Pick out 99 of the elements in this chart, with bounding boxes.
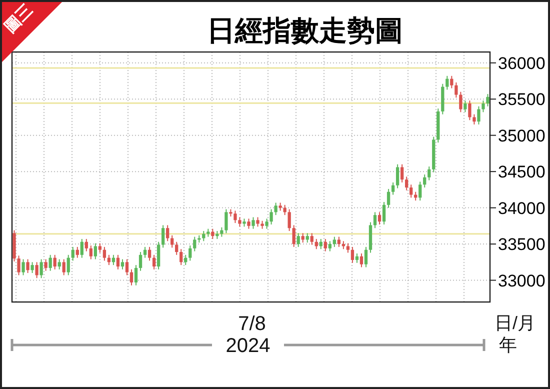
- candlestick: [84, 238, 88, 252]
- candlestick: [238, 216, 242, 228]
- candlestick: [48, 254, 52, 272]
- y-tick-label: 35000: [498, 126, 546, 146]
- text: 年: [499, 335, 517, 355]
- candlestick: [211, 228, 214, 240]
- candlestick: [252, 216, 255, 230]
- candlestick: [152, 254, 156, 270]
- y-tick-label: 33000: [498, 271, 546, 290]
- candlestick: [256, 216, 260, 228]
- candlestick: [247, 218, 250, 230]
- candlestick: [486, 94, 490, 107]
- candlestick: [350, 246, 354, 264]
- candlestick: [71, 246, 74, 262]
- candlestick: [482, 100, 485, 113]
- candlestick: [423, 174, 426, 188]
- candlestick: [296, 232, 300, 248]
- candlestick: [94, 242, 98, 260]
- candlestick: [170, 234, 174, 248]
- candlestick: [337, 236, 341, 248]
- candlestick: [66, 254, 70, 276]
- candlestick: [459, 91, 462, 113]
- candlestick: [224, 208, 228, 234]
- candlestick: [35, 262, 38, 279]
- candlestick: [373, 212, 377, 229]
- candlestick: [324, 238, 327, 252]
- candlestick: [306, 232, 309, 244]
- candlestick: [283, 204, 286, 216]
- candlestick: [220, 226, 224, 238]
- y-tick-label: 36000: [498, 54, 546, 73]
- candlestick: [175, 241, 178, 256]
- candlestick: [22, 258, 25, 276]
- candlestick: [188, 244, 192, 262]
- text: 日/月: [494, 313, 536, 333]
- candlestick: [102, 246, 106, 262]
- candlestick: [125, 258, 129, 276]
- candlestick: [180, 248, 183, 266]
- candlestick: [386, 188, 390, 208]
- text: 7/8: [238, 313, 266, 335]
- candlestick: [382, 202, 386, 225]
- candlestick: [328, 240, 332, 252]
- candlestick: [130, 268, 134, 286]
- candlestick: [410, 184, 413, 198]
- candlestick: [30, 262, 34, 274]
- candlestick: [116, 254, 120, 270]
- candlestick: [143, 246, 147, 258]
- candlestick: [234, 210, 237, 224]
- candlestick: [134, 264, 138, 286]
- candlestick: [428, 166, 431, 181]
- candlestick: [166, 224, 170, 242]
- text: 2024: [226, 335, 270, 357]
- candlestick: [148, 246, 152, 262]
- candlestick: [53, 254, 56, 270]
- candlestick: [270, 208, 273, 225]
- candlestick: [98, 242, 102, 254]
- y-tick-label: 33500: [498, 235, 546, 254]
- candlestick: [156, 241, 160, 270]
- candlestick: [464, 100, 467, 113]
- y-tick-label: 34500: [498, 162, 546, 182]
- candlestick: [364, 246, 368, 268]
- candlestick: [404, 176, 408, 191]
- candlestick: [193, 236, 196, 252]
- candlestick: [346, 242, 350, 254]
- candlestick: [454, 82, 458, 98]
- candlestick: [418, 181, 422, 202]
- candlestick: [301, 232, 304, 244]
- candlestick: [396, 164, 400, 189]
- candlestick: [62, 258, 66, 276]
- candlestick: [265, 218, 268, 230]
- candlestick: [400, 164, 404, 183]
- candlestick: [138, 252, 142, 272]
- candlestick: [40, 258, 43, 279]
- candlestick: [288, 208, 291, 232]
- candlestick: [161, 224, 165, 248]
- candlestick: [17, 255, 20, 276]
- candlestick: [292, 224, 296, 248]
- candlestick: [80, 238, 84, 258]
- candlestick: [44, 258, 48, 272]
- y-tick-label: 35500: [498, 90, 546, 110]
- candlestick: [355, 252, 359, 264]
- candlestick: [446, 75, 449, 90]
- candlestick: [58, 258, 61, 270]
- candlestick: [332, 236, 336, 248]
- candlestick: [378, 212, 382, 225]
- candlestick: [310, 232, 314, 246]
- candlestick: [274, 202, 278, 216]
- candlestick: [468, 100, 472, 121]
- candlestick: [26, 258, 30, 274]
- candlestick: [76, 246, 79, 258]
- y-tick-label: 34000: [498, 198, 546, 218]
- chart-title: 日經指數走勢圖: [207, 15, 403, 46]
- candlestick: [89, 244, 92, 260]
- candlestick: [120, 258, 124, 270]
- candlestick: [450, 75, 454, 89]
- candlestick: [477, 106, 480, 125]
- candlestick: [472, 114, 476, 125]
- text: 圖三: [2, 2, 36, 36]
- candlestick: [391, 182, 395, 196]
- candlestick: [360, 252, 364, 268]
